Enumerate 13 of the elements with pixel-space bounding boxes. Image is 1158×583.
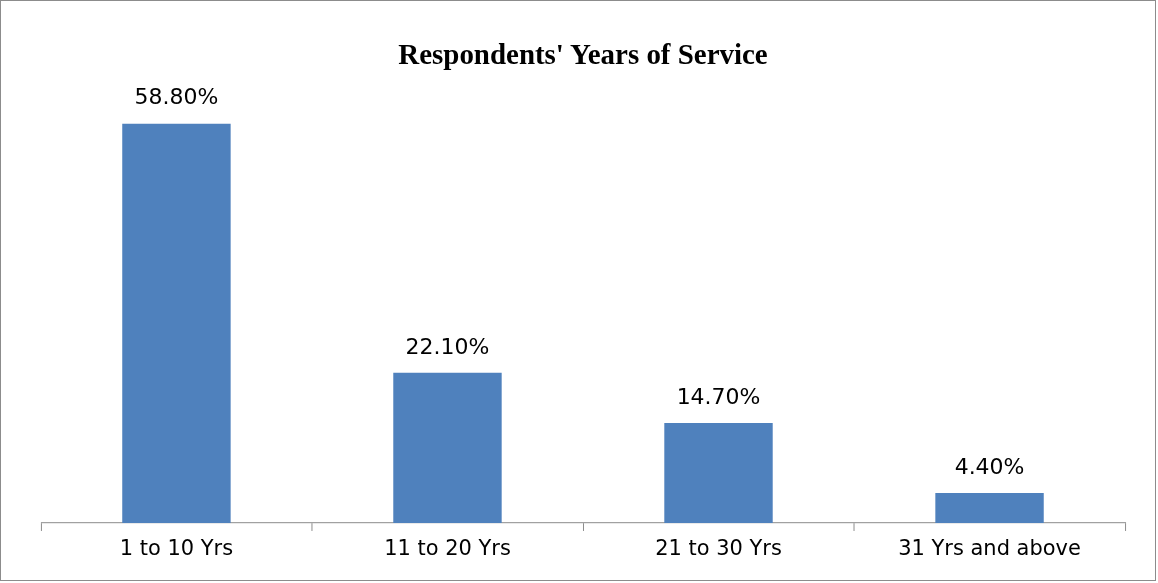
x-tick-label: 1 to 10 Yrs bbox=[119, 535, 234, 560]
data-label: 14.70% bbox=[676, 383, 761, 409]
x-tick-label: 31 Yrs and above bbox=[898, 535, 1081, 560]
chart-title: Respondents' Years of Service bbox=[398, 37, 768, 70]
bar bbox=[935, 493, 1044, 523]
data-label: 4.40% bbox=[954, 453, 1025, 479]
bar bbox=[393, 372, 502, 523]
data-label: 22.10% bbox=[405, 333, 490, 359]
data-label: 58.80% bbox=[134, 84, 219, 110]
x-tick-label: 11 to 20 Yrs bbox=[384, 535, 511, 560]
x-tick-label: 21 to 30 Yrs bbox=[655, 535, 782, 560]
bar bbox=[664, 423, 773, 523]
bar bbox=[122, 123, 231, 523]
